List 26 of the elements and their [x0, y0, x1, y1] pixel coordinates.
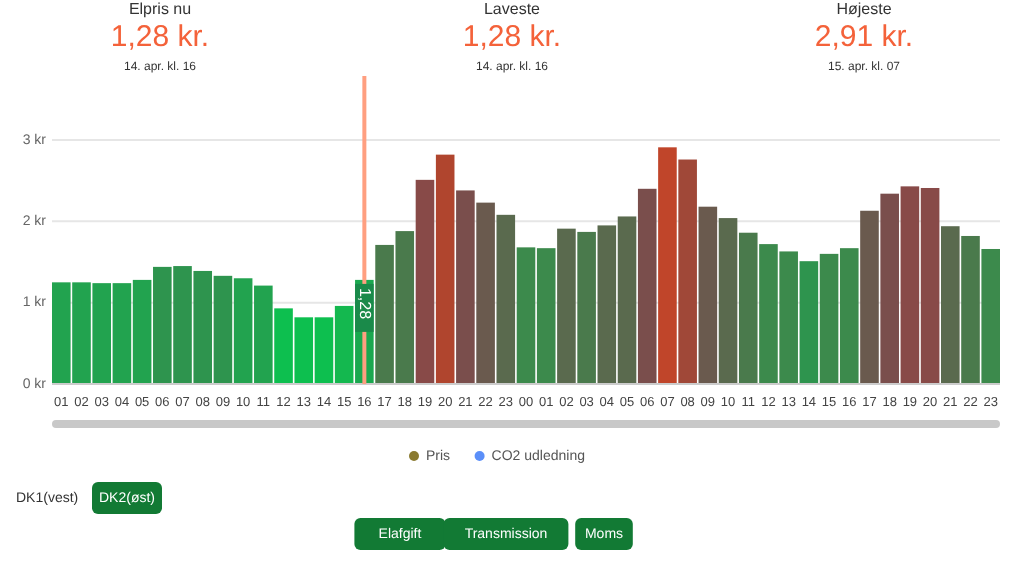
bar — [415, 179, 435, 384]
bar — [678, 159, 697, 384]
bar — [961, 235, 980, 384]
bar — [637, 188, 657, 384]
bar — [799, 261, 819, 384]
text: Elpris nu — [128, 0, 192, 18]
bar — [557, 228, 576, 384]
text: 2,91 kr. — [814, 20, 914, 54]
text: Laveste — [483, 0, 542, 18]
bar — [860, 210, 879, 384]
text: Højeste — [836, 0, 893, 18]
bar — [435, 154, 455, 384]
bar — [658, 147, 677, 384]
bar — [698, 206, 718, 384]
bar — [456, 190, 475, 384]
bar — [718, 218, 738, 384]
bar — [738, 232, 758, 384]
data-label: 1,28 — [356, 287, 375, 321]
text: 1,28 kr. — [462, 20, 562, 54]
bar — [880, 193, 899, 384]
text: 1,28 kr. — [110, 20, 210, 54]
bar — [496, 214, 516, 384]
bar — [981, 248, 1000, 384]
bar — [577, 231, 596, 384]
bar — [476, 202, 495, 384]
bar — [941, 226, 960, 384]
